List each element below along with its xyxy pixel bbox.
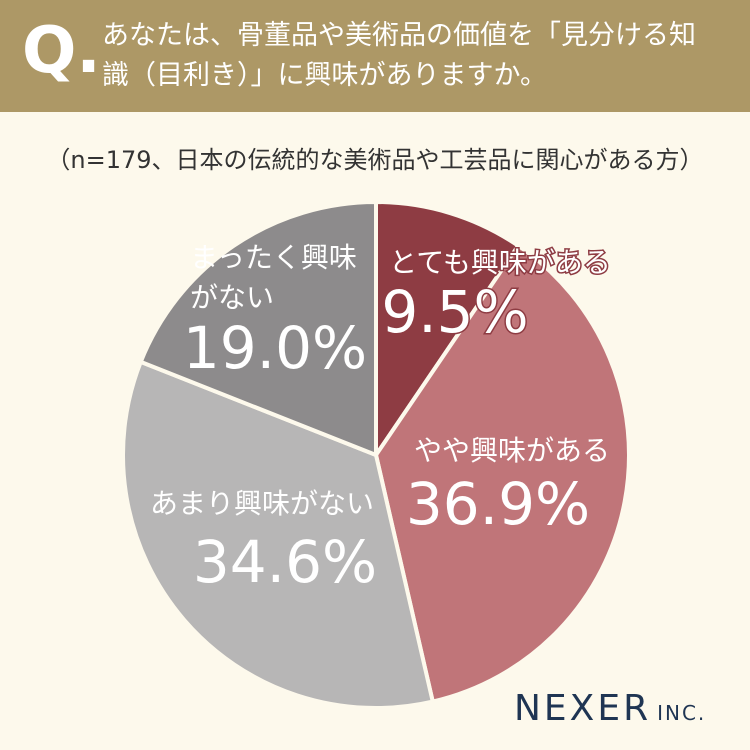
brand-name: NEXER	[514, 688, 652, 729]
subtitle: （n=179、日本の伝統的な美術品や工芸品に関心がある方）	[46, 146, 704, 174]
pie-slice	[138, 199, 378, 458]
brand: NEXER INC.	[514, 688, 706, 729]
question: あなたは、骨董品や美術品の価値を「見分ける知識（目利き）」に興味がありますか。	[102, 20, 696, 91]
value-label: 36.9%	[406, 470, 590, 538]
pie-slice	[373, 242, 631, 704]
brand-suffix: INC.	[657, 701, 707, 725]
header: Q. あなたは、骨董品や美術品の価値を「見分ける知識（目利き）」に興味があります…	[0, 0, 750, 112]
slice-label: とても興味がある	[389, 246, 611, 279]
q-mark: Q.	[22, 14, 101, 88]
slice-label: あまり興味がない	[150, 487, 374, 520]
value-label: 34.6%	[193, 528, 377, 596]
pie-slice	[374, 199, 521, 462]
slice-label: やや興味がある	[414, 434, 610, 467]
value-label: 9.5%	[381, 278, 528, 346]
slice-label: まったく興味がない	[190, 241, 357, 314]
value-label: 19.0%	[183, 314, 367, 382]
